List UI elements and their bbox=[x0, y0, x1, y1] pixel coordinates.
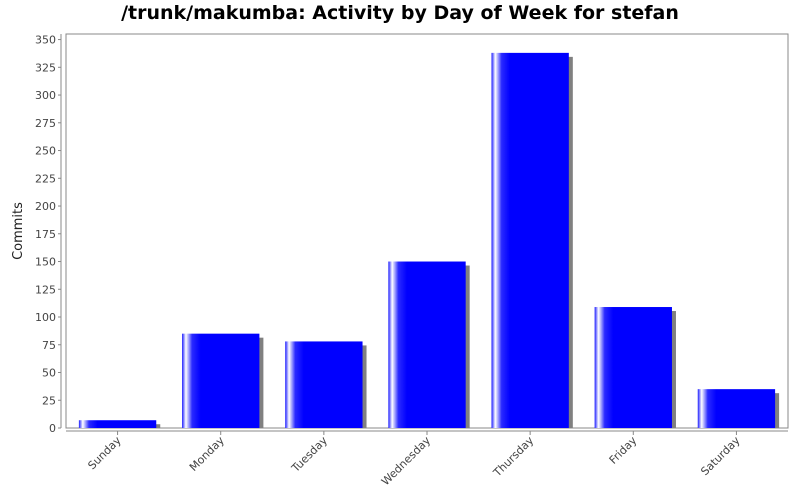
y-axis-label: Commits bbox=[11, 202, 26, 260]
bar-wednesday bbox=[388, 261, 466, 428]
y-tick-label: 125 bbox=[35, 283, 56, 296]
bar-monday bbox=[182, 333, 260, 428]
bar-sunday bbox=[78, 420, 157, 428]
y-tick-label: 25 bbox=[42, 394, 56, 407]
y-tick-label: 75 bbox=[42, 339, 56, 352]
y-tick-label: 250 bbox=[35, 145, 56, 158]
y-tick-label: 0 bbox=[49, 422, 56, 435]
x-tick-label: Monday bbox=[187, 434, 227, 474]
x-tick-label: Wednesday bbox=[379, 434, 434, 489]
x-tick-label: Thursday bbox=[490, 434, 536, 480]
y-tick-label: 150 bbox=[35, 256, 56, 269]
y-tick-label: 300 bbox=[35, 89, 56, 102]
x-tick-label: Sunday bbox=[85, 434, 124, 473]
bar-friday bbox=[594, 307, 672, 428]
y-tick-label: 50 bbox=[42, 367, 56, 380]
y-tick-label: 325 bbox=[35, 61, 56, 74]
y-tick-label: 275 bbox=[35, 117, 56, 130]
y-tick-label: 175 bbox=[35, 228, 56, 241]
bar-saturday bbox=[697, 389, 776, 428]
bar-thursday bbox=[491, 52, 569, 428]
bar-tuesday bbox=[285, 341, 363, 428]
x-tick-label: Friday bbox=[607, 434, 640, 467]
chart-title: /trunk/makumba: Activity by Day of Week … bbox=[121, 2, 679, 24]
y-tick-label: 200 bbox=[35, 200, 56, 213]
y-tick-label: 100 bbox=[35, 311, 56, 324]
x-tick-label: Saturday bbox=[698, 434, 743, 479]
x-tick-label: Tuesday bbox=[288, 434, 330, 476]
y-tick-label: 225 bbox=[35, 172, 56, 185]
y-tick-label: 350 bbox=[35, 34, 56, 47]
